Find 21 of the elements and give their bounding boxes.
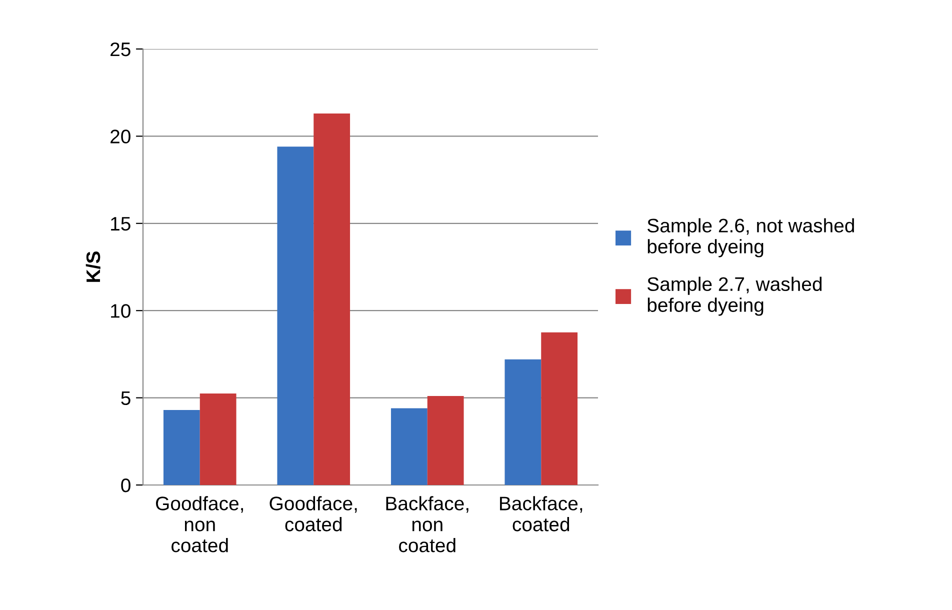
- bar: [541, 332, 578, 485]
- bar: [427, 396, 464, 485]
- bar: [314, 114, 350, 485]
- y-tick-label: 15: [111, 217, 130, 231]
- bar: [504, 359, 542, 485]
- legend-label: Sample 2.6, not washed before dyeing: [647, 218, 854, 258]
- x-tick-label: Backface, non coated: [386, 496, 468, 552]
- legend-label: Sample 2.7, washed before dyeing: [647, 276, 822, 316]
- y-tick-label: 20: [110, 130, 130, 144]
- x-tick-label: Backface, coated: [500, 496, 582, 532]
- bar: [163, 410, 200, 485]
- y-tick-label: 25: [110, 42, 130, 56]
- y-tick-label: 10: [111, 304, 130, 318]
- y-tick-label: 0: [121, 478, 130, 492]
- y-axis-title: K/S: [86, 252, 100, 282]
- x-tick-label: Goodface, non coated: [156, 496, 243, 552]
- bar: [277, 146, 314, 485]
- x-tick-label: Goodface, coated: [270, 496, 357, 532]
- bar: [200, 393, 236, 485]
- y-tick-label: 5: [121, 391, 130, 406]
- bar: [390, 408, 428, 485]
